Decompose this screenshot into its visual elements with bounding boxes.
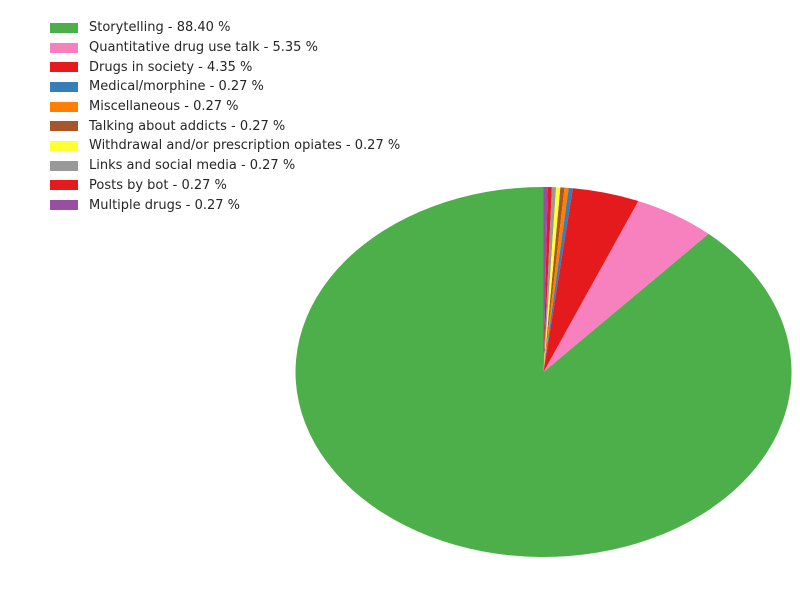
legend: Storytelling - 88.40 % Quantitative drug …: [50, 18, 400, 215]
pie-slice-multiple-drugs: [543, 187, 548, 372]
pie-slice-quantitative-drug-use-talk: [543, 201, 709, 372]
legend-swatch: [50, 140, 78, 151]
legend-swatch: [50, 180, 78, 191]
pie-slice-miscellaneous: [543, 187, 569, 372]
legend-label: Posts by bot - 0.27 %: [89, 177, 227, 193]
legend-swatch: [50, 62, 78, 73]
legend-item-withdrawal-and-or-prescription-opiates: Withdrawal and/or prescription opiates -…: [50, 136, 400, 156]
legend-label: Withdrawal and/or prescription opiates -…: [89, 138, 401, 154]
legend-item-medical-morphine: Medical/morphine - 0.27 %: [50, 77, 400, 97]
legend-item-drugs-in-society: Drugs in society - 4.35 %: [50, 57, 400, 77]
legend-item-quantitative-drug-use-talk: Quantitative drug use talk - 5.35 %: [50, 38, 400, 58]
pie-slice-drugs-in-society: [543, 188, 639, 372]
pie-slice-storytelling: [295, 187, 792, 557]
legend-label: Medical/morphine - 0.27 %: [89, 79, 264, 95]
legend-item-miscellaneous: Miscellaneous - 0.27 %: [50, 97, 400, 117]
pie-slice-talking-about-addicts: [543, 187, 565, 372]
legend-label: Links and social media - 0.27 %: [89, 158, 296, 174]
pie-slice-links-and-social-media: [543, 187, 557, 372]
legend-label: Storytelling - 88.40 %: [89, 20, 231, 36]
legend-item-links-and-social-media: Links and social media - 0.27 %: [50, 156, 400, 176]
legend-label: Talking about addicts - 0.27 %: [89, 118, 286, 134]
legend-label: Quantitative drug use talk - 5.35 %: [89, 40, 318, 56]
pie-slice-posts-by-bot: [543, 187, 552, 372]
legend-item-posts-by-bot: Posts by bot - 0.27 %: [50, 176, 400, 196]
legend-swatch: [50, 42, 78, 53]
legend-swatch: [50, 121, 78, 132]
legend-swatch: [50, 160, 78, 171]
legend-swatch: [50, 81, 78, 92]
pie-slice-withdrawal-and-or-prescription-opiates: [543, 187, 561, 372]
legend-swatch: [50, 101, 78, 112]
legend-label: Miscellaneous - 0.27 %: [89, 99, 239, 115]
legend-item-talking-about-addicts: Talking about addicts - 0.27 %: [50, 116, 400, 136]
pie-slice-medical-morphine: [543, 187, 573, 372]
legend-swatch: [50, 200, 78, 211]
legend-label: Multiple drugs - 0.27 %: [89, 197, 241, 213]
legend-label: Drugs in society - 4.35 %: [89, 59, 253, 75]
legend-swatch: [50, 22, 78, 33]
legend-item-multiple-drugs: Multiple drugs - 0.27 %: [50, 195, 400, 215]
legend-item-storytelling: Storytelling - 88.40 %: [50, 18, 400, 38]
